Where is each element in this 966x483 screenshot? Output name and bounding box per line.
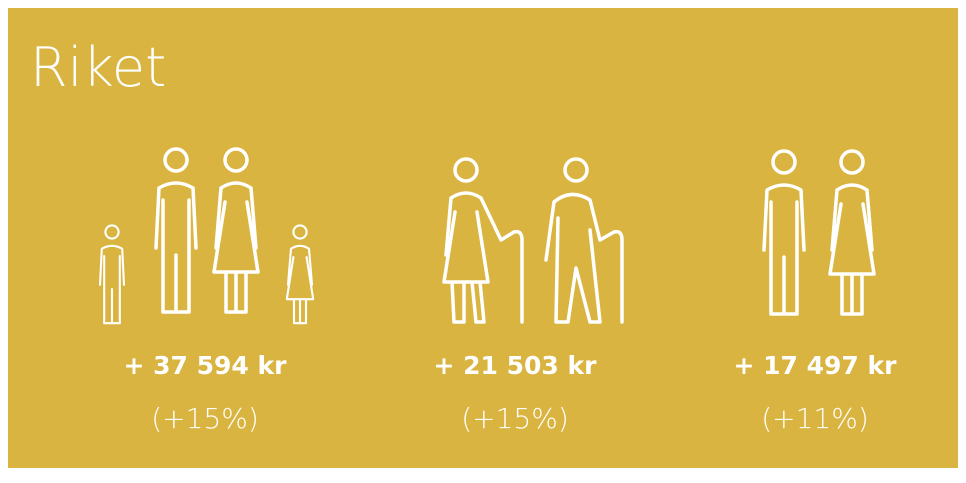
change: (+15%) bbox=[461, 402, 569, 435]
amount: + 17 497 kr bbox=[734, 351, 898, 380]
panel bbox=[8, 8, 958, 468]
change: (+11%) bbox=[761, 402, 869, 435]
amount: + 21 503 kr bbox=[434, 351, 598, 380]
amount: + 37 594 kr bbox=[124, 351, 288, 380]
title: Riket bbox=[30, 36, 166, 99]
change: (+15%) bbox=[151, 402, 259, 435]
